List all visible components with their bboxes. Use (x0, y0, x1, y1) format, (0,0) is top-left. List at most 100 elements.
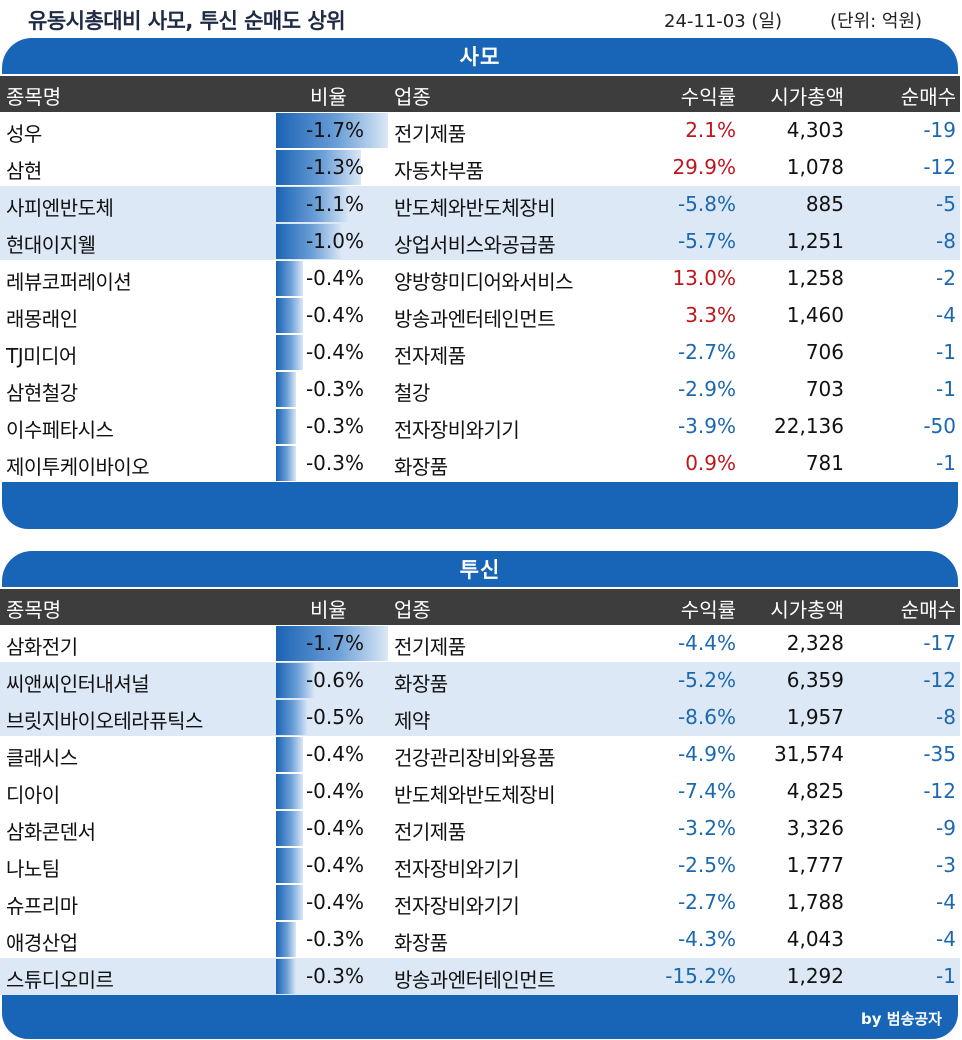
ratio-bar (276, 335, 303, 370)
ratio-bar (276, 372, 296, 407)
ratio-value: -0.6% (305, 668, 364, 692)
ratio-cell: -0.3% (276, 372, 388, 407)
stock-name: 슈프리마 (6, 894, 78, 918)
ratio-bar (276, 150, 361, 185)
ratio-cell: -0.4% (276, 774, 388, 809)
column-header-industry: 업종 (394, 598, 431, 622)
market-cap: 1,788 (786, 890, 844, 914)
market-cap: 1,460 (786, 303, 844, 327)
market-cap: 1,292 (786, 964, 844, 988)
ratio-value: -1.1% (305, 192, 364, 216)
stock-name: 현대이지웰 (6, 233, 96, 257)
ratio-cell: -1.7% (276, 113, 388, 148)
return-value: -3.9% (677, 414, 736, 438)
unit-label: (단위: 억원) (830, 11, 923, 32)
net-buy: -1 (936, 340, 956, 364)
report-date: 24-11-03 (일) (664, 11, 783, 32)
net-buy: -8 (936, 229, 956, 253)
ratio-cell: -0.4% (276, 298, 388, 333)
net-buy: -1 (936, 377, 956, 401)
table-row: 브릿지바이오테라퓨틱스 -0.5% 제약 -8.6% 1,957 -8 (0, 699, 960, 736)
ratio-value: -0.4% (305, 890, 364, 914)
table-row: 애경산업 -0.3% 화장품 -4.3% 4,043 -4 (0, 921, 960, 958)
column-header-mcap: 시가총액 (770, 598, 844, 622)
stock-name: 애경산업 (6, 931, 78, 955)
market-cap: 706 (805, 340, 844, 364)
industry: 방송과엔터테인먼트 (394, 968, 556, 992)
table-row: 나노팀 -0.4% 전자장비와기기 -2.5% 1,777 -3 (0, 847, 960, 884)
section-title: 투신 (2, 551, 958, 587)
stock-name: 디아이 (6, 783, 60, 807)
column-header-row: 종목명 비율 업종 수익률 시가총액 순매수 (0, 589, 960, 625)
ratio-bar (276, 113, 388, 148)
net-buy: -19 (923, 118, 956, 142)
ratio-bar (276, 959, 296, 994)
market-cap: 22,136 (774, 414, 844, 438)
market-cap: 4,303 (786, 118, 844, 142)
market-cap: 6,359 (786, 668, 844, 692)
net-buy: -12 (923, 668, 956, 692)
table-row: 사피엔반도체 -1.1% 반도체와반도체장비 -5.8% 885 -5 (0, 186, 960, 223)
report-title: 유동시총대비 사모, 투신 순매도 상위 (28, 9, 346, 33)
column-header-mcap: 시가총액 (770, 85, 844, 109)
ratio-bar (276, 298, 303, 333)
ratio-bar (276, 811, 303, 846)
industry: 반도체와반도체장비 (394, 783, 556, 807)
net-buy: -3 (936, 853, 956, 877)
stock-name: 이수페타시스 (6, 418, 114, 442)
return-value: 29.9% (672, 155, 736, 179)
market-cap: 885 (805, 192, 844, 216)
stock-name: 제이투케이바이오 (6, 455, 150, 479)
ratio-bar (276, 446, 296, 481)
ratio-bar (276, 922, 296, 957)
ratio-value: -0.4% (305, 742, 364, 766)
return-value: -8.6% (677, 705, 736, 729)
ratio-bar (276, 663, 315, 698)
return-value: -7.4% (677, 779, 736, 803)
table-row: 스튜디오미르 -0.3% 방송과엔터테인먼트 -15.2% 1,292 -1 (0, 958, 960, 995)
stock-name: 사피엔반도체 (6, 196, 114, 220)
ratio-value: -1.7% (305, 631, 364, 655)
column-header-industry: 업종 (394, 85, 431, 109)
ratio-cell: -1.1% (276, 187, 388, 222)
stock-name: 씨앤씨인터내셔널 (6, 672, 150, 696)
table-row: 이수페타시스 -0.3% 전자장비와기기 -3.9% 22,136 -50 (0, 408, 960, 445)
column-header-ratio: 비율 (310, 85, 347, 109)
market-cap: 1,258 (786, 266, 844, 290)
return-value: 2.1% (685, 118, 736, 142)
return-value: -5.7% (677, 229, 736, 253)
market-cap: 1,251 (786, 229, 844, 253)
industry: 전자장비와기기 (394, 857, 520, 881)
table-row: 슈프리마 -0.4% 전자장비와기기 -2.7% 1,788 -4 (0, 884, 960, 921)
market-cap: 703 (805, 377, 844, 401)
ratio-bar (276, 626, 388, 661)
ratio-value: -0.4% (305, 340, 364, 364)
ratio-value: -0.4% (305, 779, 364, 803)
ratio-value: -0.5% (305, 705, 364, 729)
ratio-value: -0.3% (305, 377, 364, 401)
stock-name: 클래시스 (6, 746, 78, 770)
return-value: -3.2% (677, 816, 736, 840)
net-buy: -35 (923, 742, 956, 766)
return-value: -4.4% (677, 631, 736, 655)
table-row: 현대이지웰 -1.0% 상업서비스와공급품 -5.7% 1,251 -8 (0, 223, 960, 260)
industry: 제약 (394, 709, 430, 733)
return-value: 13.0% (672, 266, 736, 290)
net-buy: -4 (936, 927, 956, 951)
column-header-ratio: 비율 (310, 598, 347, 622)
ratio-bar (276, 774, 303, 809)
industry: 전자제품 (394, 344, 466, 368)
ratio-cell: -0.4% (276, 848, 388, 883)
market-cap: 1,777 (786, 853, 844, 877)
industry: 자동차부품 (394, 159, 484, 183)
market-cap: 4,825 (786, 779, 844, 803)
return-value: -2.7% (677, 340, 736, 364)
market-cap: 4,043 (786, 927, 844, 951)
return-value: -5.2% (677, 668, 736, 692)
ratio-cell: -0.4% (276, 811, 388, 846)
column-header-return: 수익률 (680, 598, 736, 622)
table-row: 디아이 -0.4% 반도체와반도체장비 -7.4% 4,825 -12 (0, 773, 960, 810)
net-buy: -5 (936, 192, 956, 216)
return-value: 3.3% (685, 303, 736, 327)
industry: 전기제품 (394, 122, 466, 146)
